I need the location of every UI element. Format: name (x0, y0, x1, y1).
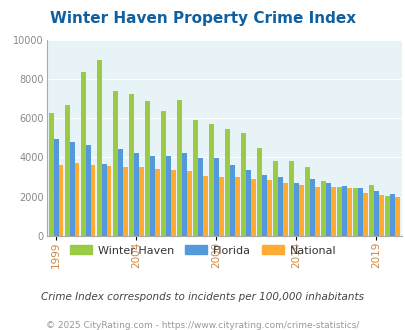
Bar (293, 183, 298, 236)
Bar (170, 170, 175, 236)
Bar (209, 124, 213, 236)
Bar (282, 183, 287, 236)
Bar (241, 133, 245, 236)
Bar (181, 153, 186, 236)
Bar (378, 195, 383, 236)
Bar (139, 167, 143, 236)
Bar (102, 164, 107, 236)
Bar (384, 196, 389, 236)
Bar (357, 188, 362, 236)
Bar (54, 139, 59, 236)
Bar (75, 163, 79, 236)
Bar (145, 101, 149, 236)
Bar (336, 187, 341, 236)
Bar (90, 165, 95, 236)
Bar (129, 94, 134, 236)
Text: Crime Index corresponds to incidents per 100,000 inhabitants: Crime Index corresponds to incidents per… (41, 292, 364, 302)
Bar (330, 187, 335, 236)
Bar (234, 178, 239, 236)
Bar (394, 197, 399, 236)
Bar (65, 105, 70, 236)
Bar (298, 185, 303, 236)
Bar (309, 179, 314, 236)
Bar (389, 194, 394, 236)
Bar (341, 186, 346, 236)
Bar (224, 129, 229, 236)
Bar (59, 165, 63, 236)
Bar (362, 193, 367, 236)
Bar (266, 180, 271, 236)
Bar (81, 72, 86, 236)
Bar (325, 183, 330, 236)
Bar (261, 175, 266, 236)
Bar (122, 167, 127, 236)
Text: © 2025 CityRating.com - https://www.cityrating.com/crime-statistics/: © 2025 CityRating.com - https://www.city… (46, 321, 359, 330)
Bar (314, 187, 319, 236)
Bar (250, 179, 255, 236)
Bar (161, 111, 166, 236)
Bar (256, 148, 261, 236)
Bar (368, 185, 373, 236)
Bar (277, 177, 282, 236)
Bar (86, 145, 90, 236)
Bar (346, 188, 351, 236)
Bar (186, 171, 191, 236)
Bar (154, 169, 159, 236)
Bar (177, 100, 181, 236)
Bar (373, 191, 378, 236)
Bar (213, 158, 218, 236)
Bar (273, 161, 277, 236)
Bar (166, 156, 170, 236)
Bar (134, 153, 139, 236)
Bar (107, 166, 111, 236)
Bar (193, 120, 197, 236)
Bar (320, 181, 325, 236)
Legend: Winter Haven, Florida, National: Winter Haven, Florida, National (65, 241, 340, 260)
Bar (117, 148, 122, 236)
Bar (305, 167, 309, 236)
Bar (97, 60, 102, 236)
Bar (288, 161, 293, 236)
Bar (202, 176, 207, 236)
Bar (149, 156, 154, 236)
Bar (113, 91, 117, 236)
Bar (229, 165, 234, 236)
Bar (49, 113, 54, 236)
Bar (70, 142, 75, 236)
Bar (245, 170, 250, 236)
Bar (218, 177, 223, 236)
Bar (352, 188, 357, 236)
Bar (197, 158, 202, 236)
Text: Winter Haven Property Crime Index: Winter Haven Property Crime Index (50, 11, 355, 25)
